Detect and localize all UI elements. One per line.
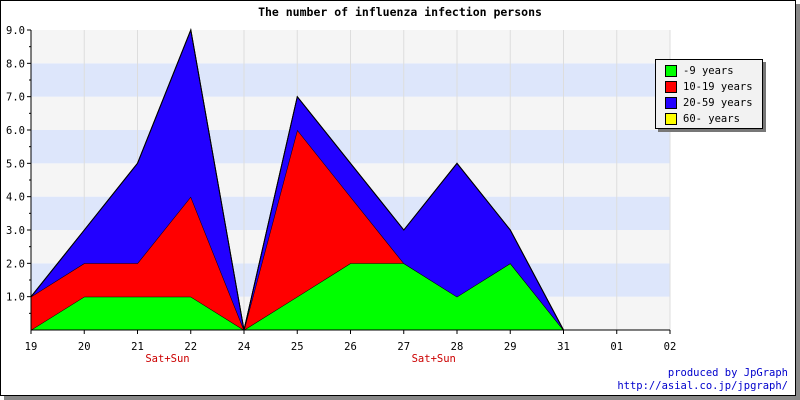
x-annotation: Sat+Sun bbox=[145, 353, 189, 365]
x-tick-label: 27 bbox=[397, 341, 410, 353]
x-tick-label: 24 bbox=[238, 341, 251, 353]
x-annotation: Sat+Sun bbox=[412, 353, 456, 365]
credit-url: http://asial.co.jp/jpgraph/ bbox=[617, 380, 788, 392]
x-tick-label: 29 bbox=[504, 341, 517, 353]
legend-label: 20-59 years bbox=[683, 97, 753, 109]
credit-line: produced by JpGraph bbox=[667, 367, 788, 379]
y-tick-label: 9.0 bbox=[6, 25, 25, 37]
y-tick-label: 3.0 bbox=[6, 225, 25, 237]
y-tick-label: 5.0 bbox=[6, 158, 25, 170]
chart-title: The number of influenza infection person… bbox=[258, 5, 542, 19]
series-area bbox=[31, 30, 564, 330]
series-area bbox=[31, 263, 564, 330]
legend-swatch bbox=[665, 65, 677, 77]
x-tick-label: 19 bbox=[25, 341, 38, 353]
legend-item: -9 years bbox=[665, 65, 734, 78]
x-tick-label: 28 bbox=[451, 341, 464, 353]
y-tick-label: 2.0 bbox=[6, 258, 25, 270]
y-tick-label: 7.0 bbox=[6, 92, 25, 104]
legend-swatch bbox=[665, 113, 677, 125]
x-tick-label: 26 bbox=[344, 341, 357, 353]
x-tick-label: 02 bbox=[664, 341, 677, 353]
legend-label: 60- years bbox=[683, 113, 740, 125]
x-tick-label: 22 bbox=[184, 341, 197, 353]
legend-swatch bbox=[665, 97, 677, 109]
y-tick-label: 8.0 bbox=[6, 58, 25, 70]
x-tick-label: 25 bbox=[291, 341, 304, 353]
series-area bbox=[31, 130, 564, 330]
x-tick-label: 20 bbox=[78, 341, 91, 353]
y-tick-label: 1.0 bbox=[6, 292, 25, 304]
series-line bbox=[30, 28, 564, 331]
legend: -9 years 10-19 years 20-59 years 60- yea… bbox=[655, 59, 763, 129]
y-tick-label: 6.0 bbox=[6, 125, 25, 137]
x-tick-label: 01 bbox=[610, 341, 623, 353]
x-tick-label: 21 bbox=[131, 341, 144, 353]
x-tick-label: 31 bbox=[557, 341, 570, 353]
legend-label: -9 years bbox=[683, 65, 734, 77]
legend-item: 60- years bbox=[665, 113, 740, 126]
legend-item: 20-59 years bbox=[665, 97, 753, 110]
legend-label: 10-19 years bbox=[683, 81, 753, 93]
legend-item: 10-19 years bbox=[665, 81, 753, 94]
legend-swatch bbox=[665, 81, 677, 93]
y-tick-label: 4.0 bbox=[6, 192, 25, 204]
